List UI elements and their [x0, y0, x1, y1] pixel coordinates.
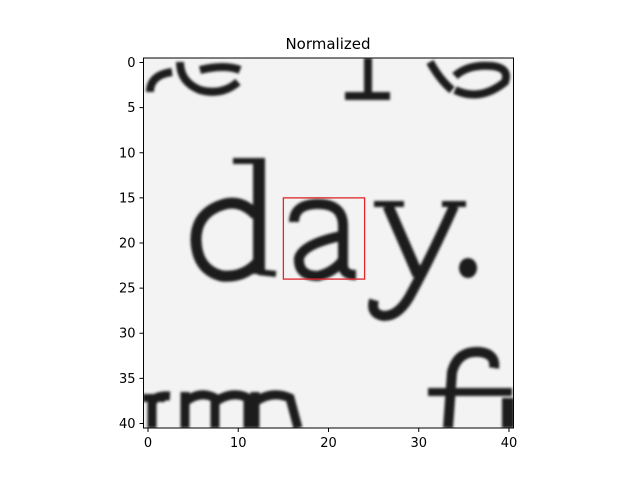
- y-tick-label: 25: [119, 282, 136, 297]
- y-tick-label: 15: [119, 191, 136, 206]
- plot-area: [143, 58, 514, 428]
- x-tick-label: 10: [230, 436, 247, 451]
- period-dot: [459, 258, 477, 278]
- y-tick-label: 40: [119, 417, 136, 432]
- y-tick-label: 10: [119, 146, 136, 161]
- y-tick-label: 0: [127, 56, 135, 71]
- x-tick-label: 30: [410, 436, 427, 451]
- x-tick-label: 20: [320, 436, 337, 451]
- x-tick-label: 40: [501, 436, 518, 451]
- x-tick-label: 0: [144, 436, 152, 451]
- y-tick-label: 20: [119, 237, 136, 252]
- x-axis: 0 10 20 30 40: [144, 428, 517, 451]
- y-tick-label: 5: [127, 101, 135, 116]
- chart-title: Normalized: [285, 35, 370, 53]
- y-tick-label: 30: [119, 327, 136, 342]
- y-axis: 0 5 10 15 20 25 30 35 40: [119, 56, 144, 432]
- y-tick-label: 35: [119, 372, 136, 387]
